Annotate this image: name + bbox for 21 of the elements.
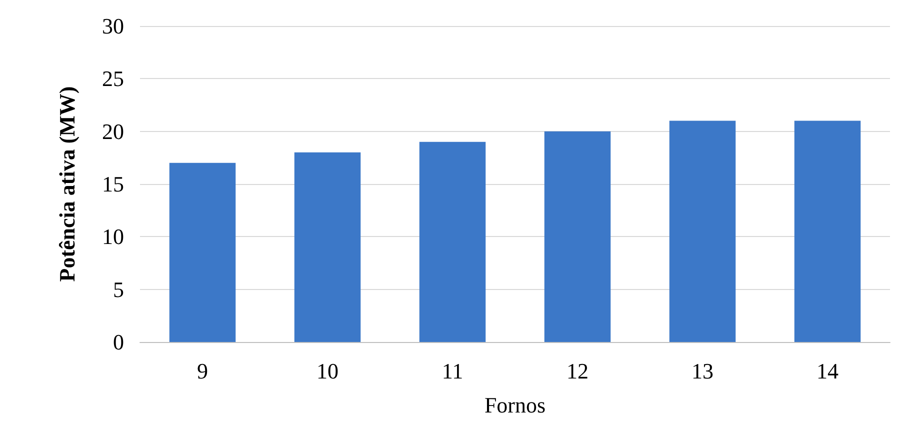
x-axis-title: Fornos [484, 392, 546, 418]
y-tick-label: 15 [102, 172, 124, 196]
x-tick-label: 10 [316, 358, 338, 384]
y-tick-label: 20 [102, 118, 124, 144]
bar [669, 120, 736, 342]
y-axis-title: Potência ativa (MW) [54, 86, 80, 282]
y-tick-label: 30 [102, 14, 124, 38]
bar [544, 131, 611, 342]
x-tick-label: 13 [692, 358, 714, 384]
x-tick-label: 12 [566, 358, 588, 384]
bar [169, 162, 236, 342]
bar [794, 120, 861, 342]
bar [294, 152, 361, 342]
x-tick-label: 14 [816, 358, 838, 384]
x-tick-label: 11 [442, 358, 464, 384]
y-tick-label: 5 [113, 276, 124, 302]
y-tick-label: 25 [102, 66, 124, 92]
y-tick-label: 0 [113, 330, 124, 354]
bar [419, 142, 486, 342]
y-tick-label: 10 [102, 224, 124, 250]
x-tick-label: 9 [197, 358, 208, 384]
